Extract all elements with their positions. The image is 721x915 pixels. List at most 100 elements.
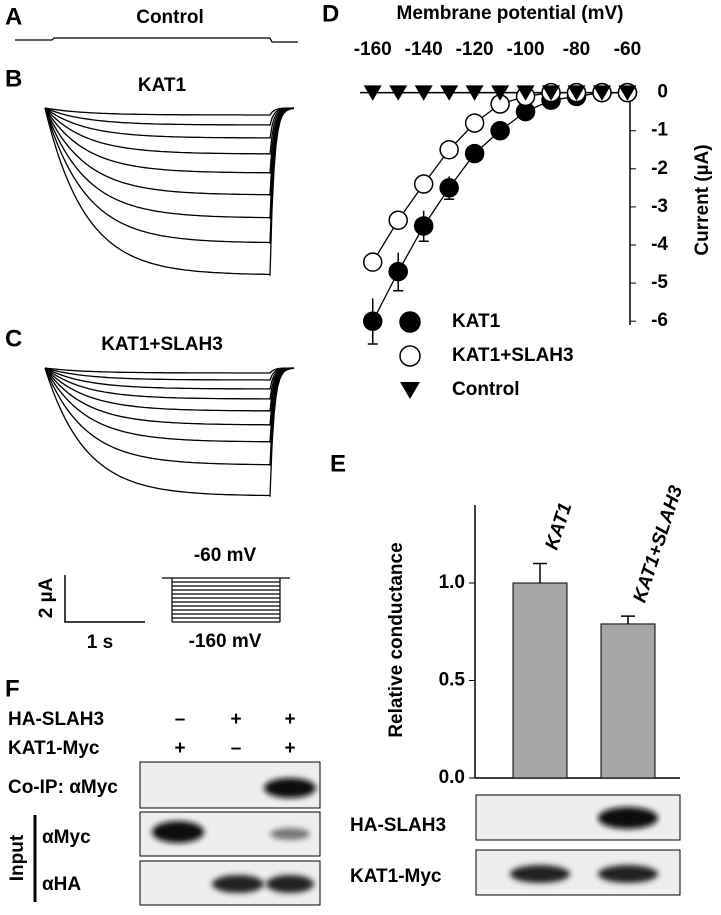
lane-sign: +: [284, 738, 295, 759]
trace: [44, 107, 295, 174]
trace: [44, 367, 295, 412]
trace: [44, 367, 294, 390]
x-tick-label: -140: [405, 39, 443, 60]
current-traces: [15, 37, 298, 498]
trace-title: KAT1: [138, 75, 187, 96]
y-tick-label: 0: [657, 82, 668, 103]
marker: [465, 85, 484, 101]
blot-label: HA-SLAH3: [350, 815, 446, 836]
y-axis-label: Current (µA): [692, 144, 713, 255]
blot-band: [270, 828, 310, 840]
trace-title: Control: [136, 7, 204, 28]
blot-band: [598, 807, 658, 829]
scale-current: 2 µA: [36, 577, 57, 618]
marker: [464, 143, 485, 164]
marker: [516, 85, 535, 101]
scale-bar: [64, 575, 145, 623]
trace: [15, 37, 298, 43]
blot-label: αHA: [42, 874, 81, 895]
panel-label: F: [5, 675, 20, 702]
y-tick-label: -5: [651, 272, 668, 293]
bar: [512, 582, 568, 779]
trace: [44, 367, 295, 426]
x-tick-label: -160: [354, 39, 392, 60]
category-label: KAT1: [542, 500, 577, 552]
marker: [414, 85, 433, 101]
trace: [44, 367, 294, 400]
x-tick-label: -120: [456, 39, 494, 60]
blot-band: [510, 865, 570, 883]
y-tick-label: 0.5: [439, 670, 466, 691]
marker: [363, 85, 382, 101]
legend-label: Control: [452, 379, 520, 400]
x-tick-label: -60: [614, 39, 641, 60]
lane-sign: –: [175, 709, 186, 730]
y-tick-label: -6: [651, 310, 668, 331]
marker: [542, 85, 561, 101]
marker: [618, 85, 637, 101]
bar: [600, 623, 656, 779]
trace: [44, 367, 294, 381]
lane-sign: +: [230, 709, 241, 730]
y-tick-label: 1.0: [439, 572, 465, 593]
marker: [389, 85, 408, 101]
marker: [362, 311, 383, 331]
trace: [44, 107, 295, 245]
y-tick-label: 0.0: [439, 767, 465, 788]
y-tick-label: -3: [651, 196, 668, 217]
category-label: KAT1+SLAH3: [630, 483, 688, 606]
panel-label: B: [5, 65, 22, 92]
blot-band: [152, 821, 204, 843]
marker: [464, 113, 485, 133]
blot-band: [598, 865, 658, 883]
input-label: Input: [7, 834, 28, 881]
series-line: [372, 91, 628, 263]
x-tick-label: -100: [507, 39, 545, 60]
lane-sign: +: [284, 709, 295, 730]
protocol-bottom: -160 mV: [189, 631, 262, 652]
trace: [44, 367, 295, 466]
row-label: HA-SLAH3: [8, 709, 104, 730]
lane-sign: +: [174, 738, 185, 759]
legend-label: KAT1+SLAH3: [452, 345, 574, 366]
marker: [413, 216, 434, 236]
panel-label: A: [5, 3, 22, 30]
trace: [44, 107, 294, 139]
voltage-protocol: [162, 577, 290, 623]
x-axis-label: Membrane potential (mV): [397, 3, 624, 24]
panel-label: C: [5, 325, 22, 352]
y-axis-label: Relative conductance: [386, 542, 407, 737]
error-bar: [533, 562, 547, 583]
trace: [44, 107, 295, 196]
marker: [439, 178, 459, 198]
legend-marker: [400, 382, 420, 399]
marker: [592, 85, 611, 101]
marker: [362, 252, 383, 272]
y-tick-label: -4: [651, 234, 668, 255]
blot-label: Co-IP: αMyc: [8, 777, 118, 798]
trace: [44, 367, 295, 443]
marker: [491, 85, 510, 101]
trace: [44, 107, 295, 277]
marker: [440, 85, 459, 101]
protocol-top: -60 mV: [194, 545, 257, 566]
blot-band: [264, 778, 316, 798]
legend-label: KAT1: [452, 311, 501, 332]
row-label: KAT1-Myc: [8, 738, 100, 759]
marker: [567, 85, 586, 101]
marker: [388, 261, 408, 282]
trace: [44, 107, 294, 116]
marker: [388, 210, 408, 230]
x-tick-label: -80: [563, 39, 590, 60]
legend-marker: [399, 311, 421, 333]
trace-title: KAT1+SLAH3: [101, 334, 223, 355]
marker: [490, 120, 510, 141]
panel-label: E: [330, 450, 346, 477]
lane-sign: –: [231, 738, 242, 759]
scale-time: 1 s: [87, 632, 113, 653]
legend-marker: [399, 345, 421, 367]
blot-band: [266, 875, 314, 893]
marker: [413, 174, 434, 194]
trace: [44, 367, 295, 498]
